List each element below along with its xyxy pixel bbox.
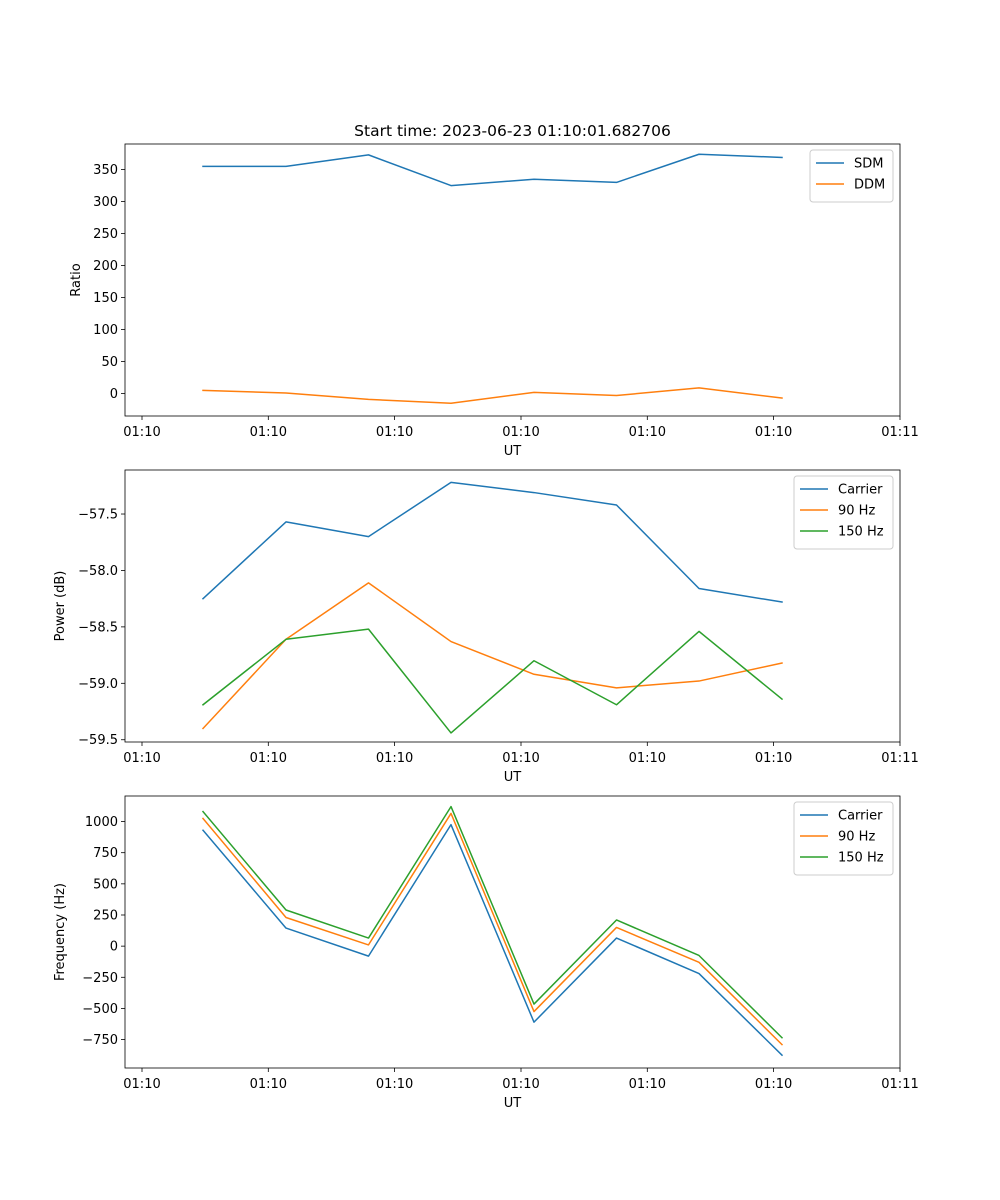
series-line-carrier bbox=[201, 823, 784, 1057]
y-tick-label: 250 bbox=[93, 227, 118, 242]
y-tick-label: 500 bbox=[93, 877, 118, 892]
y-tick-label: 300 bbox=[93, 195, 118, 210]
series-line-sdm bbox=[202, 153, 783, 187]
y-tick-label: −58.5 bbox=[78, 620, 118, 635]
y-tick-label: 1000 bbox=[85, 815, 118, 830]
y-tick-label: 250 bbox=[93, 908, 118, 923]
x-tick-label: 01:10 bbox=[755, 751, 792, 766]
y-tick-label: 50 bbox=[101, 355, 118, 370]
legend: SDM DDM bbox=[809, 149, 894, 203]
x-tick-label: 01:11 bbox=[881, 425, 918, 440]
y-tick-label: −59.5 bbox=[78, 733, 118, 748]
x-tick-label: 01:10 bbox=[250, 1077, 287, 1092]
axes-frame bbox=[124, 143, 901, 417]
series-line-carrier bbox=[201, 481, 783, 603]
x-tick-label: 01:10 bbox=[629, 425, 666, 440]
x-tick-label: 01:11 bbox=[881, 1077, 918, 1092]
axes-frame bbox=[124, 469, 901, 743]
x-tick-label: 01:10 bbox=[250, 425, 287, 440]
x-axis-label: UT bbox=[504, 1096, 522, 1111]
x-tick-label: 01:10 bbox=[123, 425, 160, 440]
x-tick-label: 01:10 bbox=[376, 425, 413, 440]
chart-panel-3: 01:10 01:10 01:10 01:10 01:10 01:10 01:11 −750 −… bbox=[53, 795, 919, 1111]
x-tick-label: 01:10 bbox=[755, 425, 792, 440]
x-tick-label: 01:10 bbox=[123, 1077, 160, 1092]
series-line-150-hz bbox=[201, 805, 784, 1039]
legend-label: 150 Hz bbox=[838, 525, 884, 540]
x-axis-label: UT bbox=[504, 770, 522, 785]
legend-label: Carrier bbox=[838, 809, 883, 824]
x-tick-label: 01:10 bbox=[376, 751, 413, 766]
x-tick-label: 01:10 bbox=[123, 751, 160, 766]
y-tick-label: −250 bbox=[82, 971, 118, 986]
series-line-150-hz bbox=[201, 628, 784, 734]
y-axis-label: Power (dB) bbox=[53, 571, 68, 642]
x-axis-label: UT bbox=[504, 444, 522, 459]
legend-label: 150 Hz bbox=[838, 851, 884, 866]
x-tick-label: 01:10 bbox=[502, 1077, 539, 1092]
axes-frame bbox=[124, 795, 901, 1069]
y-tick-label: −58.0 bbox=[78, 564, 118, 579]
y-tick-label: 100 bbox=[93, 323, 118, 338]
x-tick-label: 01:10 bbox=[502, 751, 539, 766]
series-line-90-hz bbox=[201, 582, 783, 730]
x-tick-label: 01:11 bbox=[881, 751, 918, 766]
y-tick-label: −59.0 bbox=[78, 677, 118, 692]
y-tick-label: −500 bbox=[82, 1002, 118, 1017]
x-tick-label: 01:10 bbox=[250, 751, 287, 766]
y-tick-label: 150 bbox=[93, 291, 118, 306]
y-tick-label: 350 bbox=[93, 163, 118, 178]
legend: Carrier 90 Hz 150 Hz bbox=[793, 475, 894, 550]
y-tick-label: −57.5 bbox=[78, 508, 118, 523]
x-tick-label: 01:10 bbox=[502, 425, 539, 440]
x-tick-label: 01:10 bbox=[376, 1077, 413, 1092]
y-tick-label: 0 bbox=[110, 387, 118, 402]
x-tick-label: 01:10 bbox=[755, 1077, 792, 1092]
y-tick-label: 200 bbox=[93, 259, 118, 274]
legend-label: SDM bbox=[854, 157, 883, 172]
x-tick-label: 01:10 bbox=[629, 751, 666, 766]
plot-panels: 01:10 01:10 01:10 01:10 01:10 01:10 01:11 0 50 10… bbox=[53, 143, 919, 1111]
y-tick-label: −750 bbox=[82, 1033, 118, 1048]
y-tick-label: 750 bbox=[93, 846, 118, 861]
chart-panel-1: 01:10 01:10 01:10 01:10 01:10 01:10 01:11 0 50 10… bbox=[69, 143, 919, 459]
y-tick-label: 0 bbox=[110, 940, 118, 955]
x-tick-label: 01:10 bbox=[629, 1077, 666, 1092]
legend-label: DDM bbox=[854, 178, 885, 193]
y-axis-label: Frequency (Hz) bbox=[53, 883, 68, 981]
legend-label: Carrier bbox=[838, 483, 883, 498]
chart-panel-2: 01:10 01:10 01:10 01:10 01:10 01:10 01:11 −59.5… bbox=[53, 469, 919, 785]
chart-title: Start time: 2023-06-23 01:10:01.682706 bbox=[354, 122, 671, 140]
series-line-90-hz bbox=[201, 812, 784, 1046]
legend: Carrier 90 Hz 150 Hz bbox=[793, 801, 894, 876]
series-line-ddm bbox=[202, 387, 783, 404]
legend-label: 90 Hz bbox=[838, 830, 875, 845]
legend-label: 90 Hz bbox=[838, 504, 875, 519]
y-axis-label: Ratio bbox=[69, 263, 84, 296]
